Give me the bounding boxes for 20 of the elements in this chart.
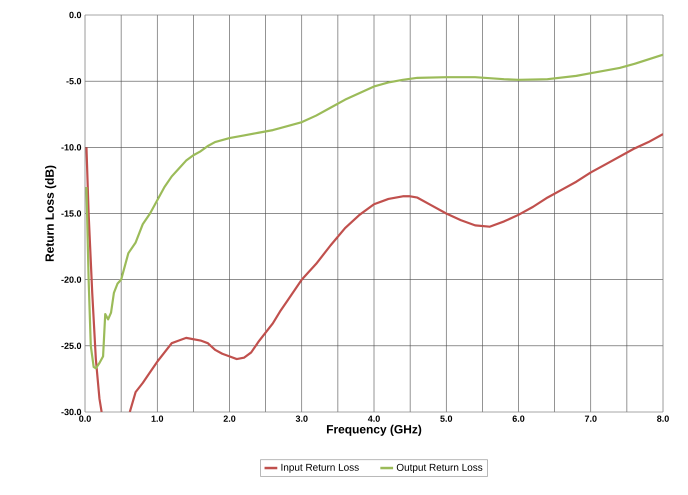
x-tick-label: 1.0 — [152, 416, 164, 422]
x-tick-label: 2.0 — [224, 416, 236, 422]
y-tick-label: -25.0 — [61, 342, 82, 349]
x-tick-label: 0.0 — [79, 416, 91, 422]
legend-label: Input Return Loss — [281, 464, 359, 473]
x-tick-label: 8.0 — [657, 416, 669, 422]
x-axis-title: Frequency (GHz) — [326, 424, 422, 436]
y-tick-label: -30.0 — [61, 408, 82, 416]
x-tick-label: 3.0 — [296, 416, 308, 422]
y-tick-label: -10.0 — [61, 144, 82, 150]
y-axis-title: Return Loss (dB) — [45, 166, 56, 262]
y-tick-label: -20.0 — [61, 276, 82, 283]
x-tick-label: 7.0 — [584, 416, 597, 422]
y-tick-label: -15.0 — [61, 210, 82, 217]
x-tick-label: 4.0 — [368, 416, 380, 422]
x-tick-label: 6.0 — [512, 416, 524, 422]
legend-label: Output Return Loss — [396, 464, 482, 473]
y-tick-label: 0.0 — [69, 12, 82, 18]
y-tick-label: -5.0 — [66, 78, 82, 84]
x-tick-label: 5.0 — [440, 416, 452, 422]
